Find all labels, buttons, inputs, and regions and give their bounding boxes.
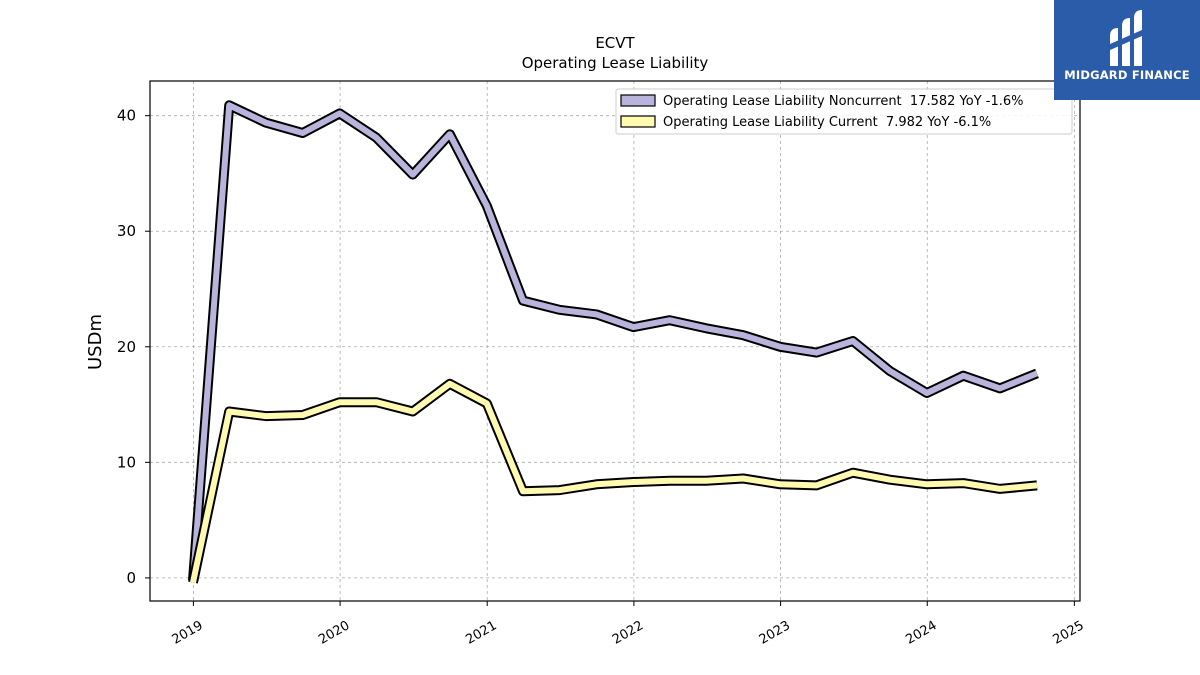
x-tick-label: 2019	[170, 618, 206, 648]
chart-title: ECVT	[595, 34, 635, 52]
series-line-1	[190, 380, 1038, 584]
x-tick-label: 2023	[757, 618, 793, 648]
legend-swatch-current	[620, 115, 656, 128]
series-line-0	[190, 102, 1039, 581]
series-layer	[188, 100, 1039, 584]
y-tick-label: 20	[117, 338, 136, 356]
grid	[150, 81, 1080, 601]
legend-label-noncurrent: Operating Lease Liability Noncurrent 17.…	[663, 94, 1024, 109]
logo-mark-icon	[1110, 10, 1142, 66]
y-tick-label: 30	[117, 222, 136, 240]
brand-logo: MIDGARD FINANCE	[1054, 0, 1200, 100]
legend: Operating Lease Liability Noncurrent 17.…	[615, 88, 1073, 135]
y-axis-label: USDm	[85, 314, 106, 370]
y-tick-label: 40	[117, 107, 136, 125]
y-axis: 0 10 20 30 40	[117, 107, 150, 587]
x-axis: 2019 2020 2021 2022 2023 2024 2025	[170, 601, 1087, 648]
x-tick-label: 2022	[610, 618, 646, 648]
x-tick-label: 2025	[1051, 618, 1087, 648]
logo-text: MIDGARD FINANCE	[1064, 68, 1190, 82]
x-tick-label: 2024	[903, 618, 939, 648]
chart-subtitle: Operating Lease Liability	[522, 54, 709, 72]
legend-swatch-noncurrent	[620, 94, 656, 107]
series-line-outline-0	[188, 100, 1039, 581]
legend-label-current: Operating Lease Liability Current 7.982 …	[663, 115, 991, 130]
x-tick-label: 2020	[316, 618, 352, 648]
plot-frame	[149, 80, 1081, 602]
legend-box	[615, 88, 1073, 135]
x-tick-label: 2021	[463, 618, 499, 648]
y-tick-label: 10	[117, 453, 136, 471]
y-tick-label: 0	[126, 569, 136, 587]
